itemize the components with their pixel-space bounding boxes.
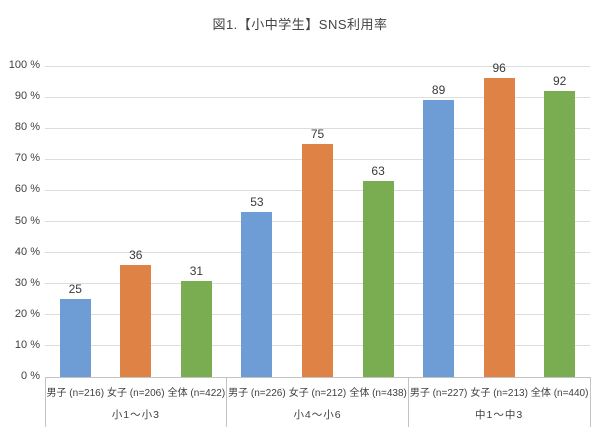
y-axis-tick-label: 60 % <box>14 183 40 196</box>
bar-value-label: 25 <box>68 282 82 297</box>
bar-category-label: 男子 (n=226) <box>228 388 286 399</box>
bar-女子 <box>120 265 152 377</box>
bar-value-label: 96 <box>492 61 506 76</box>
bar-全体 <box>180 280 212 377</box>
chart-title: 図1.【小中学生】SNS利用率 <box>212 17 388 32</box>
category-axis-divider <box>589 377 591 427</box>
y-axis-tick-label: 20 % <box>14 307 40 320</box>
bar-value-label: 31 <box>189 263 204 278</box>
bar-category-label: 女子 (n=206) <box>107 388 165 399</box>
category-axis-divider <box>226 377 228 427</box>
category-axis-divider <box>407 377 409 427</box>
bar-value-label: 92 <box>553 73 567 88</box>
bar-category-label: 男子 (n=216) <box>46 388 105 399</box>
y-axis-tick-label: 90 % <box>14 90 40 103</box>
bar-女子 <box>483 78 515 377</box>
bar-category-label: 女子 (n=212) <box>288 388 347 399</box>
bar-全体 <box>544 90 576 377</box>
y-axis-tick-label: 40 % <box>14 245 40 258</box>
bar-女子 <box>302 143 333 378</box>
bar-男子 <box>241 212 273 377</box>
bar-value-label: 75 <box>310 126 325 141</box>
gridline <box>45 65 590 67</box>
bar-category-label: 全体 (n=440) <box>530 388 589 399</box>
gridline <box>45 127 590 129</box>
bar-value-label: 53 <box>250 195 264 210</box>
y-axis-tick-label: 30 % <box>14 276 40 289</box>
y-axis-tick-label: 100 % <box>8 59 40 71</box>
bar-category-label: 全体 (n=422) <box>167 388 226 399</box>
bar-category-label: 全体 (n=438) <box>349 388 407 399</box>
y-axis-tick-label: 70 % <box>14 152 40 165</box>
bar-全体 <box>362 181 394 377</box>
bar-男子 <box>423 100 455 377</box>
bar-category-label: 男子 (n=227) <box>409 388 468 399</box>
bar-男子 <box>59 299 91 378</box>
category-axis-divider <box>44 377 46 427</box>
y-axis-tick-label: 50 % <box>14 214 40 227</box>
y-axis-tick-label: 80 % <box>14 121 40 134</box>
y-axis-tick-label: 10 % <box>14 338 40 351</box>
group-label: 小4～小6 <box>293 409 342 421</box>
bar-value-label: 89 <box>431 83 446 98</box>
group-label: 中1～中3 <box>475 409 524 421</box>
bar-value-label: 36 <box>129 248 143 262</box>
bar-category-label: 女子 (n=213) <box>470 388 528 399</box>
gridline <box>45 96 590 98</box>
y-axis-tick-label: 0 % <box>21 370 40 382</box>
group-label: 小1～小3 <box>111 409 160 421</box>
bar-value-label: 63 <box>371 164 385 179</box>
